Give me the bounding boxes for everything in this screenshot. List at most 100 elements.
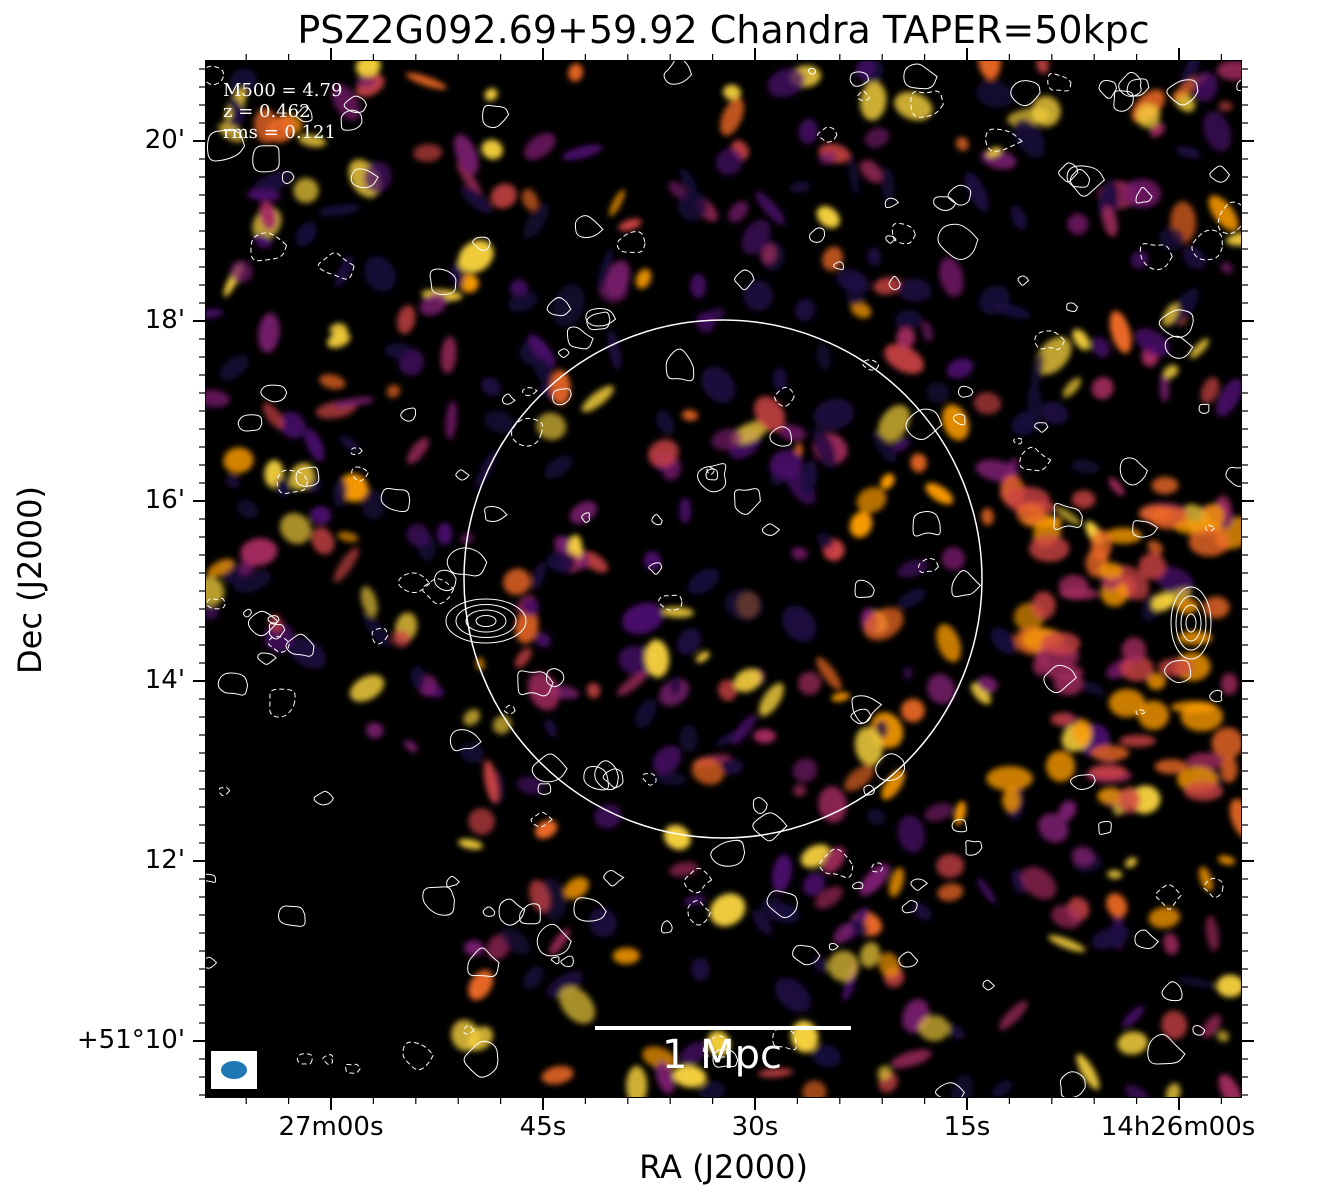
emission-blob — [813, 955, 828, 973]
emission-blob — [1091, 926, 1130, 950]
emission-blob — [1058, 800, 1077, 822]
emission-blob — [262, 402, 284, 430]
emission-blob — [921, 320, 933, 342]
emission-blob — [850, 301, 872, 319]
emission-blob — [867, 808, 886, 826]
emission-blob — [1202, 1014, 1222, 1038]
contour-line — [566, 326, 594, 350]
contour-line — [752, 812, 788, 842]
emission-blob — [691, 758, 725, 785]
contour-line — [522, 387, 538, 396]
contour-line — [552, 388, 572, 406]
emission-blob — [360, 586, 378, 617]
emission-blob — [456, 161, 483, 198]
emission-blob — [523, 132, 556, 160]
emission-blob — [581, 385, 614, 413]
emission-blob — [720, 98, 744, 136]
emission-blob — [464, 940, 484, 957]
emission-blob — [1138, 553, 1166, 580]
emission-blob — [1031, 591, 1056, 620]
emission-blob — [894, 310, 923, 330]
contour-line — [1066, 302, 1079, 313]
emission-blob — [977, 676, 998, 693]
emission-blob — [660, 606, 694, 618]
emission-blob — [811, 1044, 842, 1068]
emission-blob — [758, 682, 784, 717]
contour-line — [792, 944, 821, 966]
emission-blob — [1189, 338, 1210, 359]
emission-blob — [741, 219, 771, 255]
contour-line — [322, 1054, 333, 1065]
emission-blob — [1021, 866, 1057, 900]
emission-blob — [533, 356, 553, 383]
emission-blob — [672, 1065, 707, 1088]
emission-blob — [405, 72, 447, 90]
contour-line — [898, 951, 919, 968]
contour-line — [583, 765, 609, 791]
contour-line — [1047, 72, 1072, 92]
contour-line — [665, 348, 695, 382]
emission-blob — [819, 151, 837, 165]
emission-blob — [1154, 759, 1188, 774]
contour-line — [642, 773, 657, 786]
emission-blob — [310, 505, 332, 525]
emission-blob — [822, 246, 844, 271]
emission-blob — [279, 512, 312, 545]
emission-blob — [1159, 372, 1170, 403]
x-axis-label: RA (J2000) — [639, 1148, 808, 1186]
emission-blob — [1117, 1031, 1148, 1055]
contour-line — [985, 128, 1023, 152]
emission-blob — [500, 927, 531, 955]
emission-blob — [925, 482, 954, 505]
emission-blob — [1162, 302, 1179, 327]
contour-line — [1191, 229, 1223, 261]
emission-blob — [1123, 178, 1161, 208]
emission-blob — [547, 551, 576, 573]
emission-blob — [701, 366, 736, 404]
emission-blob — [789, 181, 811, 193]
emission-blob — [207, 558, 235, 578]
contour-line — [498, 898, 526, 926]
contour-line — [1132, 520, 1159, 538]
emission-blob — [878, 952, 901, 978]
emission-blob — [1211, 727, 1241, 760]
emission-blob — [669, 676, 681, 696]
emission-blob — [872, 431, 897, 463]
contour-line — [891, 222, 916, 245]
source-contour — [455, 604, 517, 638]
y-tick-label: 18' — [144, 305, 185, 335]
emission-blob — [514, 609, 539, 644]
contour-line — [957, 385, 974, 398]
emission-blob — [454, 134, 479, 175]
emission-blob — [753, 729, 776, 744]
contour-line — [965, 840, 983, 856]
emission-blob — [440, 336, 457, 374]
contour-line — [952, 413, 966, 426]
contour-line — [905, 408, 943, 440]
x-tick-label: 27m00s — [278, 1112, 384, 1142]
emission-blob — [1169, 288, 1199, 326]
emission-blob — [331, 397, 375, 408]
contour-line — [268, 636, 290, 653]
emission-blob — [521, 188, 539, 211]
contour-line — [1158, 309, 1194, 338]
emission-blob — [860, 942, 881, 968]
contour-line — [1205, 524, 1216, 532]
contour-line — [463, 1040, 499, 1078]
emission-blob — [1027, 386, 1042, 414]
emission-blob — [1146, 673, 1166, 690]
emission-blob — [1138, 504, 1171, 522]
contour-line — [581, 512, 590, 523]
contour-line — [313, 791, 335, 806]
emission-blob — [588, 907, 617, 938]
emission-blob — [391, 629, 411, 647]
contour-line — [1119, 457, 1148, 486]
y-tick-label: 12' — [144, 845, 185, 875]
emission-blob — [817, 532, 834, 549]
emission-blob — [597, 247, 613, 290]
contour-line — [901, 900, 918, 914]
emission-blob — [976, 80, 1013, 109]
contour-line — [857, 90, 871, 101]
emission-blob — [1183, 781, 1224, 801]
emission-blob — [990, 627, 1017, 655]
